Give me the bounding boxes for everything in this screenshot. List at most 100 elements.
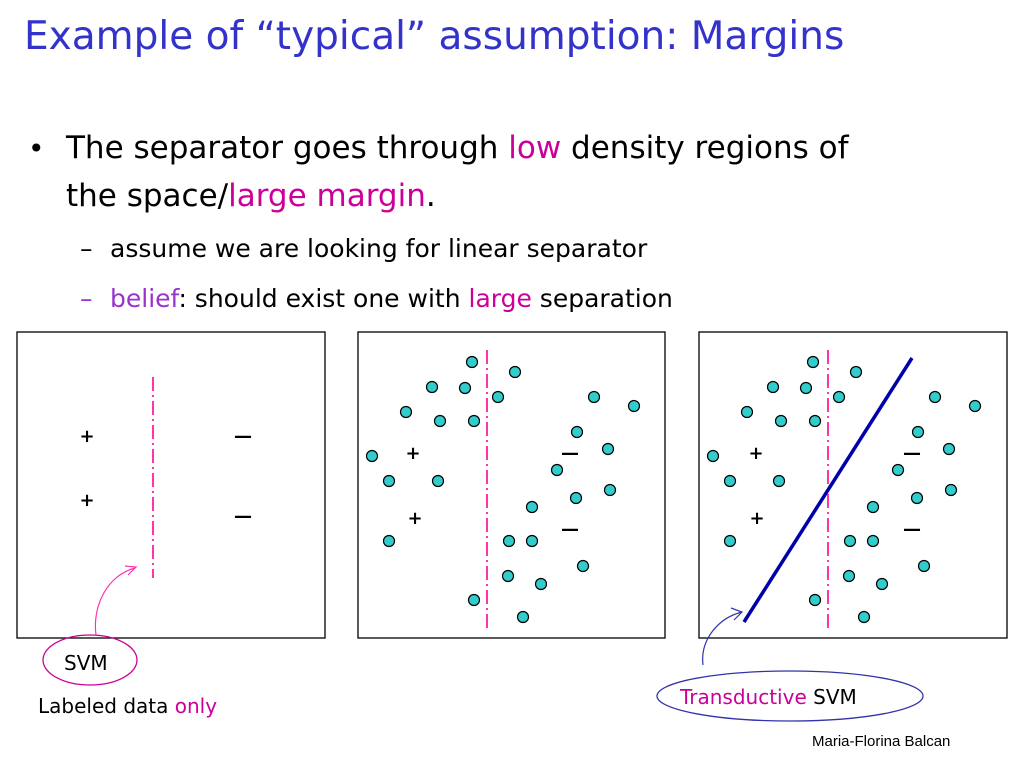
unlabeled-point [799,381,813,395]
negative-label: — [561,519,579,540]
unlabeled-point [587,390,601,404]
transductive-svm-caption: Transductive SVM [680,685,857,709]
negative-label: — [561,443,579,464]
caption-text: SVM [806,685,857,709]
unlabeled-point [576,559,590,573]
unlabeled-point [857,610,871,624]
unlabeled-point [808,414,822,428]
negative-label: — [903,519,921,540]
unlabeled-point [534,577,548,591]
subbullet-text: separation [531,284,673,313]
svm-callout-ellipse [42,634,138,686]
panel-frame [357,331,666,639]
callouts [42,565,924,722]
tsvm-callout-ellipse [656,670,924,722]
unlabeled-point [516,610,530,624]
subbullet-dash: – [80,234,93,263]
positive-label: + [748,443,763,464]
unlabeled-point [723,534,737,548]
unlabeled-point [399,405,413,419]
positive-label: + [79,426,94,447]
unlabeled-point [465,355,479,369]
unlabeled-point [433,414,447,428]
highlight-large-margin: large margin [228,178,426,214]
unlabeled-point [723,474,737,488]
unlabeled-point [706,449,720,463]
unlabeled-point [458,381,472,395]
unlabeled-point [942,442,956,456]
author-credit: Maria-Florina Balcan [812,733,951,750]
separators [152,350,914,630]
subbullet-1: assume we are looking for linear separat… [110,234,648,263]
unlabeled-point [569,491,583,505]
highlight-belief: belief [110,284,179,313]
highlight-large: large [468,284,532,313]
unlabeled-point [550,463,564,477]
unlabeled-point [570,425,584,439]
tsvm-arrow-head [730,607,744,621]
labeled-data-caption: Labeled data only [38,694,217,718]
unlabeled-point [525,500,539,514]
unlabeled-point [772,474,786,488]
positive-label: + [405,443,420,464]
unlabeled-point [365,449,379,463]
panels [16,331,1008,639]
tsvm-arrow [702,611,743,666]
unlabeled-point [431,474,445,488]
unlabeled-point [842,569,856,583]
unlabeled-point [501,569,515,583]
unlabeled-point [911,425,925,439]
unlabeled-point [774,414,788,428]
svm-caption: SVM [64,651,108,675]
bullet-text: The separator goes through [66,130,509,166]
highlight-low: low [508,130,562,166]
unlabeled-point [382,534,396,548]
unlabeled-point [601,442,615,456]
unlabeled-point [843,534,857,548]
bullet-text: density regions of [561,130,849,166]
unlabeled-point [467,593,481,607]
panel-frame [16,331,326,639]
unlabeled-point [508,365,522,379]
svm-arrow [94,567,136,636]
highlight-transductive: Transductive [680,685,807,709]
unlabeled-point [910,491,924,505]
unlabeled-point [740,405,754,419]
bullet-text: the space/ [66,178,229,214]
negative-label: — [234,426,252,447]
unlabeled-point [944,483,958,497]
positive-label: + [79,490,94,511]
subbullet-2: belief: should exist one with large sepa… [110,284,673,313]
unlabeled-point [467,414,481,428]
positive-label: + [407,508,422,529]
subbullet-dash: – [80,284,93,313]
unlabeled-point [849,365,863,379]
unlabeled-point [891,463,905,477]
unlabeled-point [866,500,880,514]
highlight-only: only [174,694,218,718]
data-points [365,355,982,624]
unlabeled-point [491,390,505,404]
unlabeled-point [866,534,880,548]
unlabeled-point [928,390,942,404]
unlabeled-point [627,399,641,413]
negative-label: — [903,443,921,464]
class-labels: + + + + + + — — — — — — [79,426,921,540]
unlabeled-point [968,399,982,413]
negative-label: — [234,506,252,527]
transductive-separator [742,357,914,623]
bullet-line-2: the space/large margin. [66,178,436,214]
slide-title: Example of “typical” assumption: Margins [24,14,845,59]
unlabeled-point [603,483,617,497]
positive-label: + [749,508,764,529]
panel-frame [698,331,1008,639]
caption-text: Labeled data [38,694,175,718]
svm-arrow-head [124,565,138,576]
unlabeled-point [917,559,931,573]
unlabeled-point [875,577,889,591]
unlabeled-point [425,380,439,394]
unlabeled-point [382,474,396,488]
unlabeled-point [525,534,539,548]
bullet-line-1: The separator goes through low density r… [66,130,848,166]
